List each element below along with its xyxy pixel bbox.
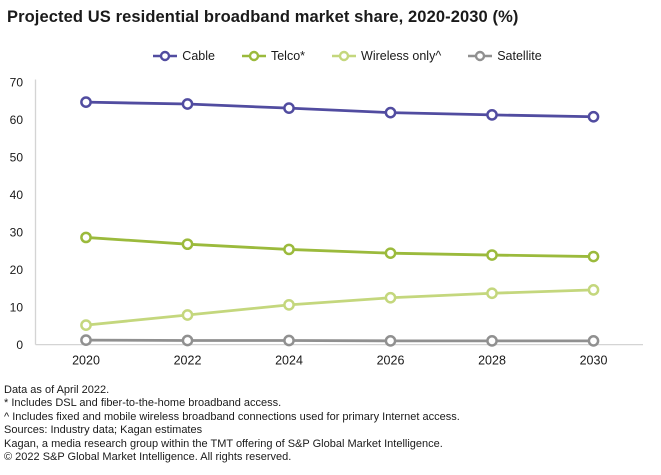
data-point-cable-2022 xyxy=(181,98,194,110)
y-tick-label: 0 xyxy=(16,338,23,352)
data-point-wireless-only-2022 xyxy=(181,309,194,321)
series-line-satellite xyxy=(84,338,595,343)
legend-label: Cable xyxy=(182,49,215,63)
legend-marker-icon xyxy=(332,50,357,62)
x-tick-label: 2026 xyxy=(377,354,405,368)
data-point-cable-2020 xyxy=(80,96,92,109)
data-point-cable-2030 xyxy=(587,110,600,123)
footnote-wireless-note: ^ Includes fixed and mobile wireless bro… xyxy=(4,410,460,423)
data-point-cable-2028 xyxy=(486,109,498,121)
data-point-telco-2020 xyxy=(80,231,92,244)
data-point-wireless-only-2020 xyxy=(80,319,92,331)
footnote-sources: Sources: Industry data; Kagan estimates xyxy=(4,424,203,437)
x-tick-label: 2020 xyxy=(72,354,100,368)
data-point-wireless-only-2028 xyxy=(486,287,498,300)
legend-item-cable: Cable xyxy=(153,49,215,63)
footnote-telco-note: * Includes DSL and fiber-to-the-home bro… xyxy=(4,397,282,410)
series-line-cable xyxy=(84,100,595,119)
y-tick-label: 30 xyxy=(10,225,24,239)
footnote-data-as-of: Data as of April 2022. xyxy=(4,384,110,396)
data-point-wireless-only-2030 xyxy=(587,284,600,296)
series-line-telco xyxy=(84,236,595,258)
y-tick-label: 20 xyxy=(10,263,24,277)
data-point-telco-2022 xyxy=(181,238,194,251)
data-point-wireless-only-2026 xyxy=(384,291,397,304)
legend-label: Wireless only^ xyxy=(361,49,442,63)
data-point-satellite-2028 xyxy=(486,335,498,347)
y-tick-label: 40 xyxy=(10,188,24,202)
legend-marker-icon xyxy=(241,50,266,62)
y-tick-label: 10 xyxy=(10,300,24,314)
y-tick-label: 60 xyxy=(10,113,24,127)
y-tick-label: 50 xyxy=(10,150,24,164)
footnote-kagan: Kagan, a media research group within the… xyxy=(4,437,443,450)
x-tick-label: 2028 xyxy=(478,354,506,368)
legend: Cable Telco* Wireless only^ Satellite xyxy=(0,49,661,63)
data-point-cable-2024 xyxy=(283,102,295,115)
legend-marker-icon xyxy=(468,50,493,62)
data-point-satellite-2026 xyxy=(384,335,397,347)
data-point-satellite-2020 xyxy=(80,334,92,346)
data-point-satellite-2022 xyxy=(181,334,194,347)
x-tick-label: 2024 xyxy=(275,354,303,368)
data-point-satellite-2030 xyxy=(587,335,600,347)
data-point-telco-2028 xyxy=(486,249,498,261)
data-point-wireless-only-2024 xyxy=(283,299,295,311)
data-point-satellite-2024 xyxy=(283,334,295,347)
data-point-telco-2024 xyxy=(283,243,295,256)
legend-item-telco: Telco* xyxy=(241,49,306,63)
page-title: Projected US residential broadband marke… xyxy=(7,8,519,26)
x-tick-label: 2022 xyxy=(174,354,202,368)
data-point-telco-2026 xyxy=(384,247,397,260)
data-point-cable-2026 xyxy=(384,106,397,119)
footnotes: Data as of April 2022. * Includes DSL an… xyxy=(4,384,654,464)
data-point-telco-2030 xyxy=(587,250,600,263)
legend-marker-icon xyxy=(153,50,178,62)
footnote-copyright: © 2022 S&P Global Market Intelligence. A… xyxy=(4,451,292,464)
x-tick-label: 2030 xyxy=(580,354,608,368)
legend-label: Satellite xyxy=(497,49,542,63)
series-line-wireless-only xyxy=(84,288,595,327)
legend-item-satellite: Satellite xyxy=(468,49,542,63)
legend-item-wireless-only: Wireless only^ xyxy=(332,49,441,63)
legend-label: Telco* xyxy=(270,49,306,63)
y-tick-label: 70 xyxy=(10,76,24,90)
